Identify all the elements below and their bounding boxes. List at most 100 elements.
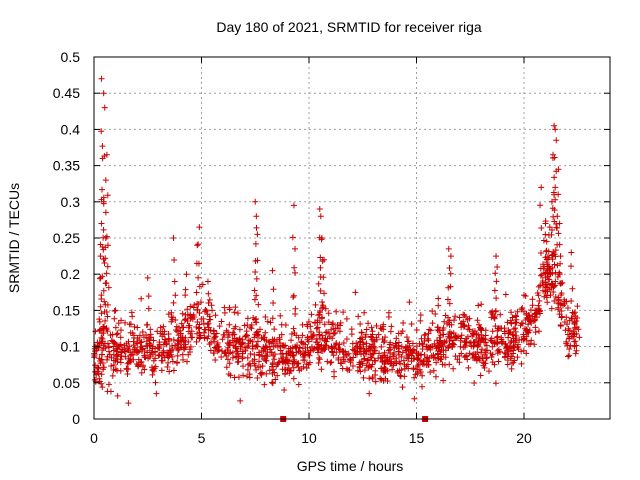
- data-point: [104, 192, 111, 199]
- data-point: [183, 271, 190, 278]
- data-point: [565, 325, 572, 332]
- data-point: [392, 340, 399, 347]
- data-point: [524, 315, 531, 322]
- data-point: [372, 358, 379, 365]
- data-point: [253, 275, 260, 282]
- data-point: [547, 292, 554, 299]
- data-point: [110, 357, 117, 364]
- data-point: [178, 320, 185, 327]
- data-point: [241, 322, 248, 329]
- data-point: [528, 320, 535, 327]
- data-point: [439, 326, 446, 333]
- data-point: [98, 371, 105, 378]
- data-point: [219, 336, 226, 343]
- data-point: [225, 344, 232, 351]
- data-point: [269, 315, 276, 322]
- data-point: [283, 357, 290, 364]
- data-point: [232, 323, 239, 330]
- data-point: [205, 320, 212, 327]
- data-point: [274, 372, 281, 379]
- data-point: [417, 317, 424, 324]
- data-point: [164, 363, 171, 370]
- data-point: [296, 344, 303, 351]
- data-point: [432, 311, 439, 318]
- data-point: [152, 348, 159, 355]
- x-tick-label: 5: [198, 430, 206, 446]
- data-point: [113, 331, 120, 338]
- data-point: [545, 270, 552, 277]
- data-point: [330, 330, 337, 337]
- data-point: [110, 347, 117, 354]
- data-point: [117, 334, 124, 341]
- data-point: [133, 360, 140, 367]
- data-point: [446, 300, 453, 307]
- data-point: [557, 280, 564, 287]
- data-point: [542, 279, 549, 286]
- data-point: [573, 342, 580, 349]
- data-point: [231, 309, 238, 316]
- data-point: [184, 306, 191, 313]
- data-point: [425, 330, 432, 337]
- data-point: [98, 75, 105, 82]
- data-point: [130, 338, 137, 345]
- data-point: [294, 360, 301, 367]
- data-point: [277, 312, 284, 319]
- data-point: [101, 104, 108, 111]
- data-point: [204, 278, 211, 285]
- data-point: [380, 339, 387, 346]
- data-point: [389, 366, 396, 373]
- data-point: [257, 370, 264, 377]
- data-point: [251, 334, 258, 341]
- y-tick-label: 0.3: [61, 194, 81, 210]
- data-point: [166, 337, 173, 344]
- data-point: [104, 263, 111, 270]
- data-point: [390, 353, 397, 360]
- data-point: [450, 365, 457, 372]
- data-point: [244, 366, 251, 373]
- data-point: [475, 302, 482, 309]
- data-point: [372, 367, 379, 374]
- data-point: [546, 266, 553, 273]
- data-point: [117, 341, 124, 348]
- data-point: [414, 362, 421, 369]
- data-point: [557, 253, 564, 260]
- data-point: [368, 354, 375, 361]
- data-point: [400, 319, 407, 326]
- data-point: [368, 334, 375, 341]
- data-point: [310, 347, 317, 354]
- data-point: [550, 213, 557, 220]
- data-point: [317, 287, 324, 294]
- data-point: [416, 340, 423, 347]
- data-point: [196, 309, 203, 316]
- data-point: [537, 202, 544, 209]
- data-point: [169, 358, 176, 365]
- data-point: [458, 332, 465, 339]
- data-point: [377, 375, 384, 382]
- data-point: [466, 339, 473, 346]
- data-point: [183, 358, 190, 365]
- data-point: [343, 365, 350, 372]
- data-point: [432, 354, 439, 361]
- data-point: [319, 298, 326, 305]
- data-point: [328, 359, 335, 366]
- data-point: [489, 343, 496, 350]
- data-point: [425, 337, 432, 344]
- data-point: [150, 337, 157, 344]
- data-point: [561, 319, 568, 326]
- data-point: [100, 226, 107, 233]
- data-point: [504, 357, 511, 364]
- data-point: [555, 166, 562, 173]
- data-point: [290, 325, 297, 332]
- data-point: [465, 364, 472, 371]
- grid-lines: [94, 57, 610, 419]
- data-point: [481, 364, 488, 371]
- data-point: [482, 332, 489, 339]
- data-point: [117, 327, 124, 334]
- data-point: [446, 264, 453, 271]
- data-point: [415, 361, 422, 368]
- data-point: [355, 313, 362, 320]
- data-point: [552, 126, 559, 133]
- data-point: [477, 326, 484, 333]
- y-tick-label: 0: [72, 411, 80, 427]
- data-point: [111, 315, 118, 322]
